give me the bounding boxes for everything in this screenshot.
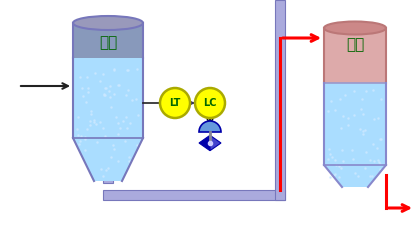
Polygon shape: [210, 135, 221, 151]
Polygon shape: [199, 135, 210, 151]
Bar: [73, 58, 143, 138]
Ellipse shape: [73, 16, 143, 30]
Bar: [73, 23, 143, 58]
Text: LT: LT: [169, 98, 181, 108]
Wedge shape: [199, 121, 221, 132]
Bar: [103, 190, 285, 200]
Text: 乙塔: 乙塔: [346, 38, 364, 52]
Circle shape: [195, 88, 225, 118]
Polygon shape: [324, 165, 386, 187]
Text: 甲塔: 甲塔: [99, 35, 117, 51]
Ellipse shape: [324, 21, 386, 34]
Bar: [324, 83, 386, 165]
Circle shape: [160, 88, 190, 118]
Polygon shape: [73, 138, 143, 181]
Bar: [324, 28, 386, 83]
Bar: [103, 162, 113, 183]
Bar: [275, 0, 285, 200]
Text: LC: LC: [203, 98, 217, 108]
